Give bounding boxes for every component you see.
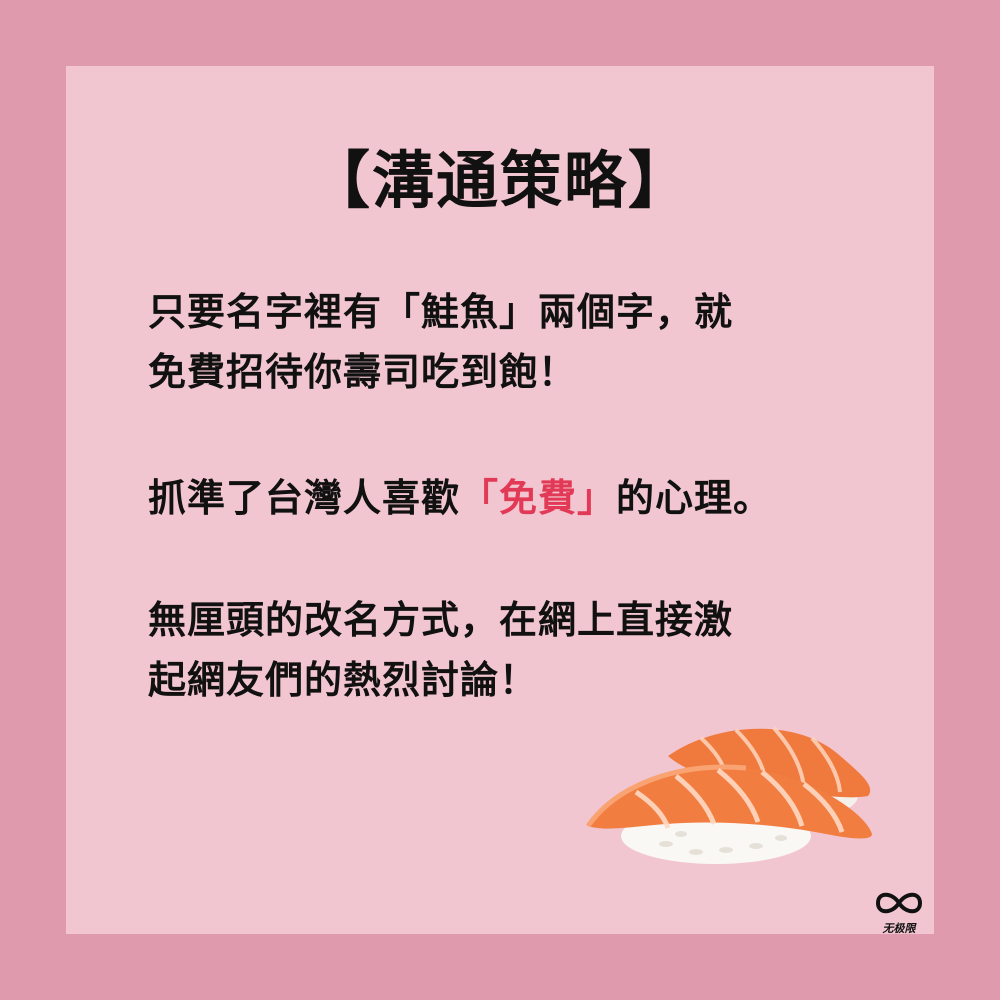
salmon-nigiri-icon [585,726,872,864]
paragraph-psychology-line: 抓準了台灣人喜歡「免費」的心理。 [148,468,888,528]
highlight-free: 「免費」 [460,476,617,520]
paragraph-psychology-after: 的心理。 [616,476,773,520]
paragraph-discussion: 無厘頭的改名方式，在網上直接激 起網友們的熱烈討論！ [148,590,888,710]
paragraph-offer: 只要名字裡有「鮭魚」兩個字，就 免費招待你壽司吃到飽！ [148,282,888,402]
paragraph-offer-line-1: 只要名字裡有「鮭魚」兩個字，就 [148,290,734,334]
paragraph-psychology: 抓準了台灣人喜歡「免費」的心理。 [148,468,888,528]
brand-logo: 无极限 [872,888,926,935]
content-card: 【溝通策略】 只要名字裡有「鮭魚」兩個字，就 免費招待你壽司吃到飽！ 抓準了台灣… [66,66,934,935]
brand-logo-text: 无极限 [882,922,916,935]
paragraph-offer-line-2: 免費招待你壽司吃到飽！ [148,350,578,394]
paragraph-discussion-line-1: 無厘頭的改名方式，在網上直接激 [148,598,734,642]
page-title: 【溝通策略】 [307,144,692,217]
infinity-icon [875,892,923,914]
paragraph-psychology-before: 抓準了台灣人喜歡 [148,476,461,520]
paragraph-discussion-line-2: 起網友們的熱烈討論！ [148,658,539,702]
